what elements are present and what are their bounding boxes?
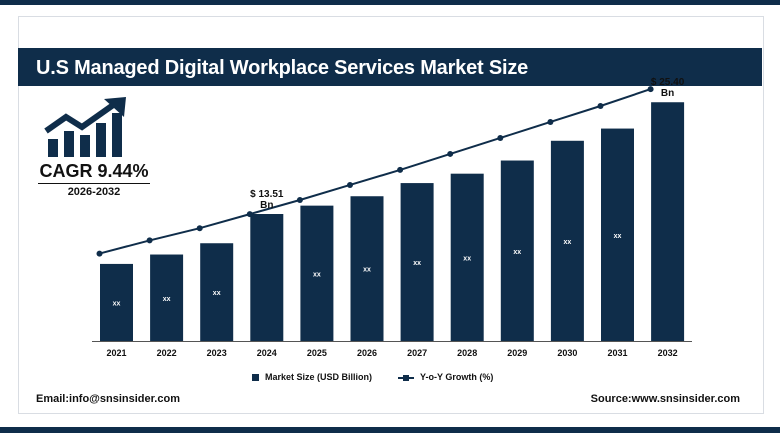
x-tick-label-2021: 2021 [106, 348, 126, 358]
x-tick-label-2026: 2026 [357, 348, 377, 358]
growth-point-2031 [597, 103, 604, 109]
bar-2023 [200, 243, 234, 341]
legend-label-market-size: Market Size (USD Billion) [265, 372, 373, 382]
bottom-accent-bar [0, 427, 780, 433]
cagr-divider [38, 183, 150, 184]
x-tick-label-2023: 2023 [207, 348, 227, 358]
growth-point-2032 [647, 86, 654, 93]
bar-2026 [350, 196, 384, 341]
legend-bar-swatch [252, 374, 259, 381]
growth-chart-icon [44, 97, 126, 157]
growth-point-2021 [96, 250, 103, 257]
bar-data-label-2031: xx [614, 233, 622, 240]
bar-data-label-2029: xx [513, 249, 521, 256]
x-tick-label-2028: 2028 [457, 348, 477, 358]
growth-point-2023 [196, 225, 203, 232]
top-accent-bar [0, 0, 780, 5]
bar-2027 [400, 183, 434, 341]
bar-2031 [601, 128, 634, 341]
bar-data-label-2021: xx [113, 300, 121, 307]
bar-2025 [300, 205, 334, 341]
legend-label-growth: Y-o-Y Growth (%) [420, 372, 494, 382]
footer-email: Email:info@snsinsider.com [36, 393, 180, 405]
bar-data-label-2028: xx [463, 255, 471, 262]
growth-point-2026 [347, 181, 353, 188]
bar-data-label-2023: xx [213, 290, 221, 297]
bar-2021 [100, 263, 133, 341]
x-tick-label-2024: 2024 [257, 348, 277, 358]
bar-data-label-2022: xx [163, 296, 171, 303]
bar-data-label-2030: xx [564, 239, 572, 246]
x-tick-label-2027: 2027 [407, 348, 427, 358]
growth-point-2025 [296, 197, 303, 203]
bar-2029 [500, 160, 534, 341]
cagr-period: 2026-2032 [67, 186, 121, 198]
cagr-value: CAGR 9.44% [39, 161, 149, 181]
growth-point-2022 [146, 237, 153, 244]
growth-point-2030 [547, 118, 554, 125]
bar-2022 [150, 254, 184, 341]
x-tick-label-2025: 2025 [307, 348, 327, 358]
bar-2032 [651, 102, 685, 342]
legend-item-market-size: Market Size (USD Billion) [252, 372, 372, 382]
bar-2024 [250, 214, 284, 341]
value-annotation-2024-line0: $ 13.51 [250, 189, 284, 200]
growth-line [99, 88, 651, 255]
bar-data-label-2025: xx [313, 271, 321, 278]
x-tick-label-2030: 2030 [557, 348, 577, 358]
bar-2028 [450, 173, 484, 341]
value-annotation-2024-line1: Bn [260, 200, 273, 211]
bar-2030 [550, 140, 584, 341]
legend-item-growth: Y-o-Y Growth (%) [398, 372, 493, 382]
x-tick-label-2022: 2022 [157, 348, 177, 358]
growth-point-2024 [246, 211, 253, 218]
growth-point-2028 [447, 150, 454, 157]
bar-data-label-2026: xx [363, 267, 371, 274]
growth-point-2029 [497, 134, 504, 141]
title-banner [18, 48, 762, 86]
x-tick-label-2031: 2031 [607, 348, 627, 358]
x-tick-label-2032: 2032 [658, 348, 678, 358]
x-tick-label-2029: 2029 [507, 348, 527, 358]
value-annotation-2032-line0: $ 25.40 [651, 77, 685, 88]
bar-data-label-2027: xx [413, 260, 421, 267]
legend-line-swatch [398, 374, 414, 381]
value-annotation-2032-line1: Bn [661, 88, 674, 99]
chart-title: U.S Managed Digital Workplace Services M… [36, 57, 529, 79]
footer-source: Source:www.snsinsider.com [590, 393, 740, 405]
growth-point-2027 [397, 166, 404, 173]
